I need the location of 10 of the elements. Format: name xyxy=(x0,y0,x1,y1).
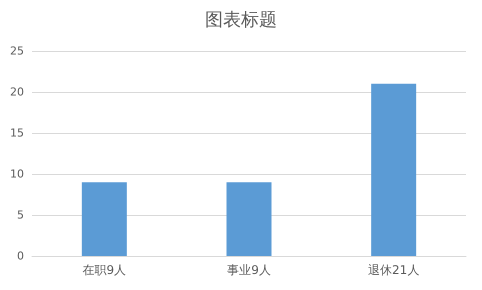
y-tick-label: 15 xyxy=(10,126,24,140)
x-tick-label: 在职9人 xyxy=(82,263,126,277)
y-tick-label: 5 xyxy=(17,208,24,222)
x-tick-label: 退休21人 xyxy=(368,263,420,277)
y-tick-label: 10 xyxy=(10,168,24,180)
y-tick-label: 25 xyxy=(10,44,24,58)
y-tick-label: 20 xyxy=(10,86,24,98)
y-tick-label: 0 xyxy=(17,250,24,262)
chart-title: 图表标题 xyxy=(205,10,277,30)
x-tick-label: 事业9人 xyxy=(227,263,271,277)
